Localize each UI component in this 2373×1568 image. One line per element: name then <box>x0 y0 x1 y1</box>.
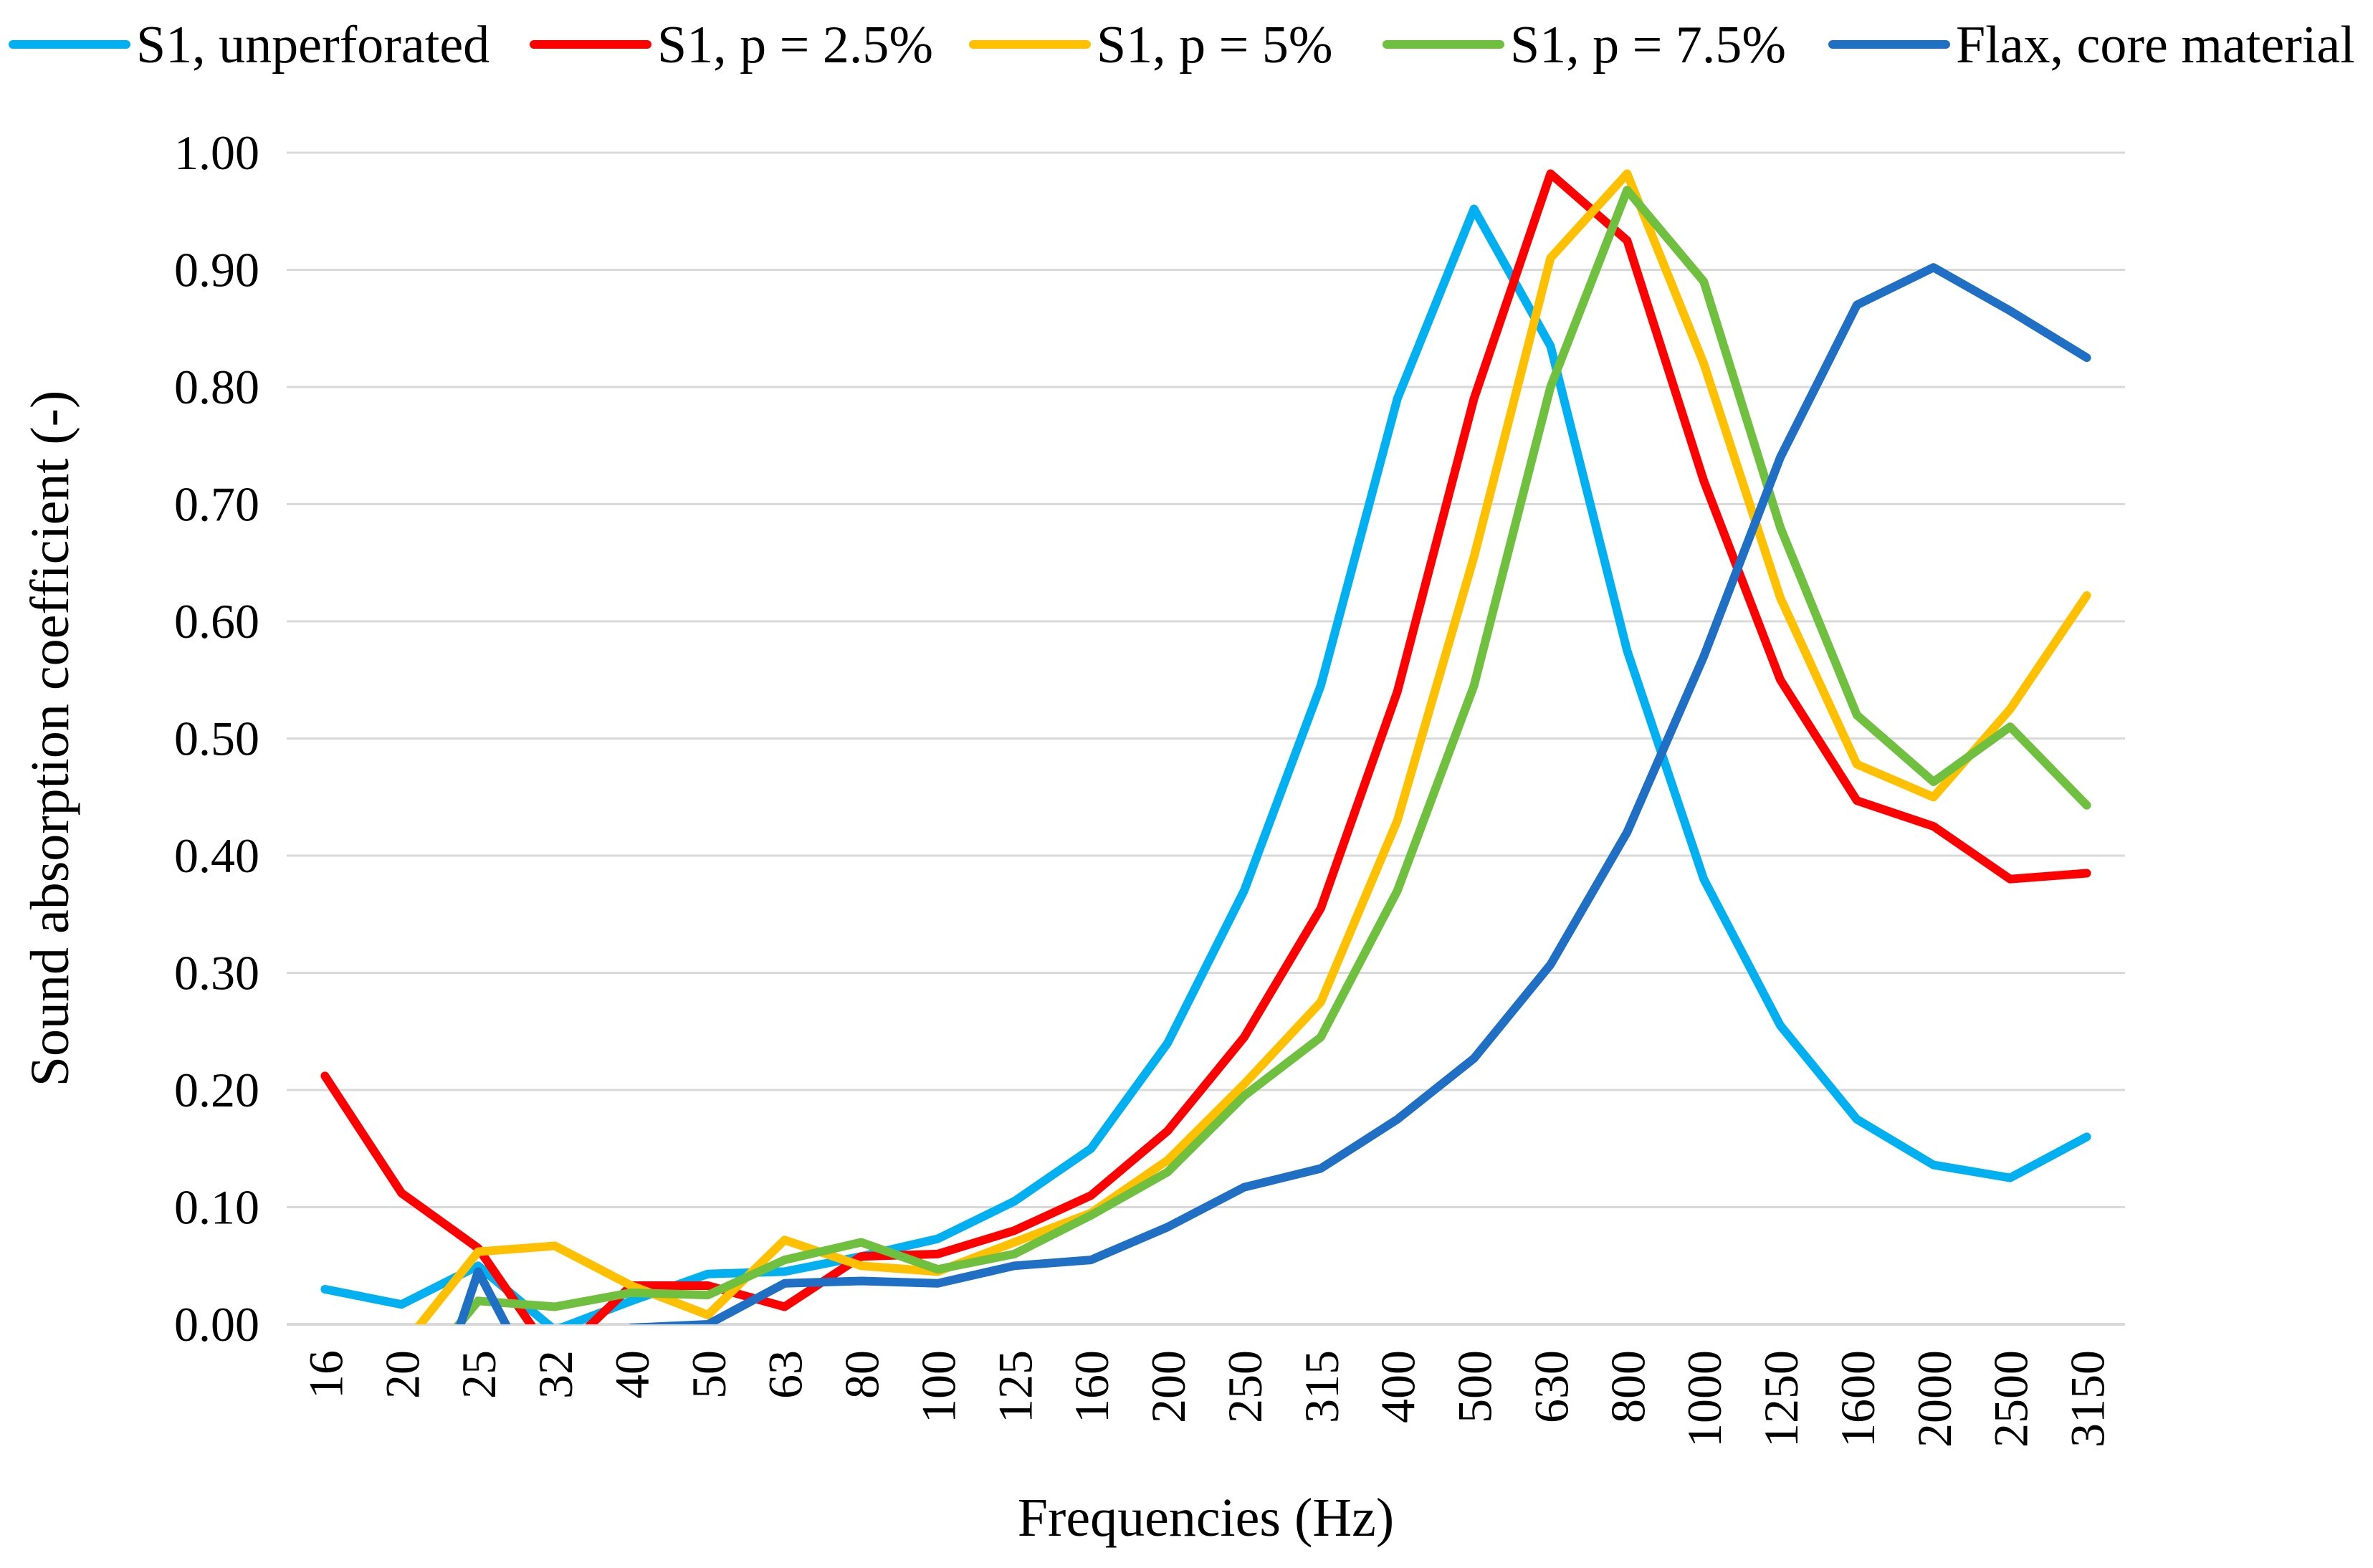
x-tick-label: 25 <box>452 1350 506 1399</box>
x-tick-label: 400 <box>1371 1350 1426 1423</box>
x-tick-label: 630 <box>1524 1350 1578 1423</box>
legend-label: S1, p = 7.5% <box>1510 16 1786 75</box>
series-lines <box>320 169 2091 1324</box>
y-tick-label: 0.50 <box>174 712 259 766</box>
legend-label: S1, p = 2.5% <box>657 16 933 75</box>
x-axis-ticks: 16 20 25 32 40 50 63 80 100 125 160 200 250 315 400 500… <box>298 1350 2114 1448</box>
y-axis-ticks: 0.00 0.10 0.20 0.30 0.40 0.50 0.60 0.70 0.80 0.90… <box>174 125 259 1352</box>
x-axis-title: Frequencies (Hz) <box>1018 1488 1394 1548</box>
x-tick-label: 40 <box>605 1350 659 1399</box>
y-axis-title: Sound absorption coefficient (-) <box>20 391 80 1087</box>
x-tick-label: 500 <box>1448 1350 1502 1423</box>
x-tick-label: 1600 <box>1830 1350 1885 1448</box>
series-line <box>453 186 2091 1324</box>
series-line <box>320 169 2091 1324</box>
series-line <box>320 204 2091 1324</box>
x-tick-label: 315 <box>1294 1350 1349 1423</box>
x-tick-label: 200 <box>1141 1350 1195 1423</box>
x-tick-label: 2000 <box>1907 1350 1962 1448</box>
x-tick-label: 100 <box>911 1350 965 1423</box>
x-tick-label: 2500 <box>1984 1350 2038 1448</box>
series-line <box>456 263 2091 1324</box>
legend-label: S1, p = 5% <box>1097 16 1333 75</box>
x-tick-label: 3150 <box>2061 1350 2115 1448</box>
x-tick-label: 16 <box>298 1350 353 1399</box>
x-tick-label: 1250 <box>1754 1350 1808 1448</box>
x-tick-label: 125 <box>988 1350 1042 1423</box>
y-tick-label: 0.40 <box>174 828 259 883</box>
y-tick-label: 0.70 <box>174 477 259 532</box>
x-tick-label: 1000 <box>1677 1350 1732 1448</box>
y-tick-label: 0.00 <box>174 1297 259 1352</box>
series-line <box>414 169 2091 1324</box>
x-tick-label: 800 <box>1600 1350 1655 1423</box>
x-tick-label: 80 <box>835 1350 889 1399</box>
legend-label: S1, unperforated <box>136 16 490 75</box>
x-tick-label: 50 <box>682 1350 736 1399</box>
legend: S1, unperforated S1, p = 2.5% S1, p = 5% S1… <box>9 16 2355 75</box>
x-tick-label: 63 <box>758 1350 813 1399</box>
legend-label: Flax, core material <box>1956 16 2355 75</box>
y-tick-label: 0.20 <box>174 1063 259 1117</box>
y-tick-label: 0.10 <box>174 1180 259 1235</box>
x-tick-label: 160 <box>1064 1350 1119 1423</box>
y-tick-label: 0.80 <box>174 360 259 414</box>
y-tick-label: 0.90 <box>174 243 259 297</box>
y-tick-label: 1.00 <box>174 125 259 180</box>
y-tick-label: 0.60 <box>174 594 259 649</box>
y-tick-label: 0.30 <box>174 946 259 1000</box>
x-tick-label: 250 <box>1218 1350 1272 1423</box>
x-tick-label: 20 <box>375 1350 429 1399</box>
x-tick-label: 32 <box>528 1350 583 1399</box>
